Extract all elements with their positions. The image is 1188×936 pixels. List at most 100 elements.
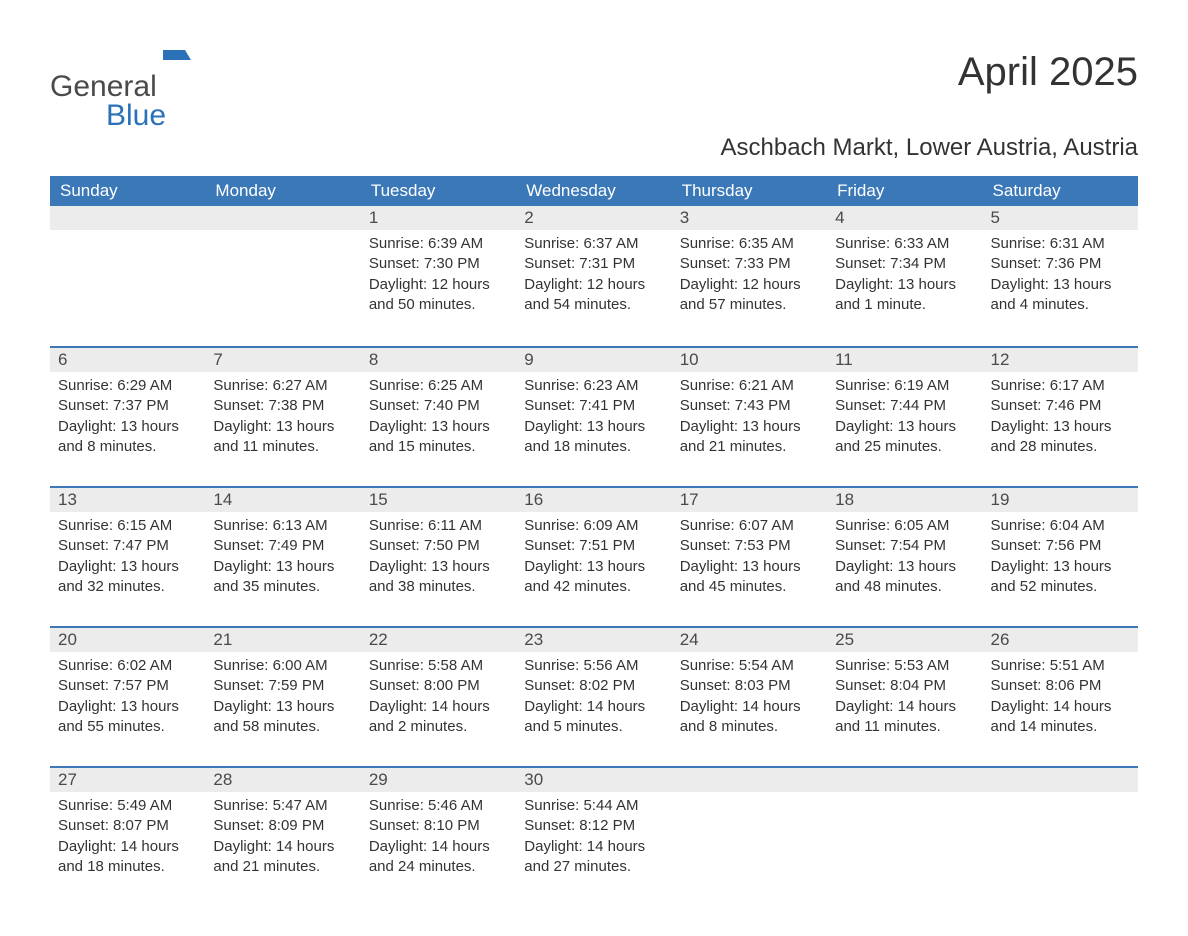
- day-number: [672, 768, 827, 792]
- day-details: [983, 792, 1138, 806]
- calendar-day: 16 Sunrise: 6:09 AMSunset: 7:51 PMDayligh…: [516, 488, 671, 626]
- sunset-line: Sunset: 7:36 PM: [991, 254, 1130, 274]
- day-details: [205, 230, 360, 244]
- sunrise-line: Sunrise: 6:35 AM: [680, 234, 819, 254]
- sunrise-line: Sunrise: 6:13 AM: [213, 516, 352, 536]
- day-details: Sunrise: 6:04 AMSunset: 7:56 PMDaylight:…: [983, 512, 1138, 607]
- day-number: [50, 206, 205, 230]
- day-details: [50, 230, 205, 244]
- week-row: 13Sunrise: 6:15 AMSunset: 7:47 PMDayligh…: [50, 486, 1138, 626]
- sunset-line: Sunset: 8:07 PM: [58, 816, 197, 836]
- sunrise-line: Sunrise: 6:25 AM: [369, 376, 508, 396]
- dow-wednesday: Wednesday: [516, 176, 671, 206]
- day-details: Sunrise: 6:05 AMSunset: 7:54 PMDaylight:…: [827, 512, 982, 607]
- day-details: Sunrise: 6:25 AMSunset: 7:40 PMDaylight:…: [361, 372, 516, 467]
- sunrise-line: Sunrise: 6:23 AM: [524, 376, 663, 396]
- header: General Blue April 2025: [50, 50, 1138, 130]
- sunset-line: Sunset: 7:30 PM: [369, 254, 508, 274]
- dow-thursday: Thursday: [672, 176, 827, 206]
- dow-saturday: Saturday: [983, 176, 1138, 206]
- calendar-day: 6Sunrise: 6:29 AMSunset: 7:37 PMDaylight…: [50, 348, 205, 486]
- calendar-day: 15Sunrise: 6:11 AMSunset: 7:50 PMDayligh…: [361, 488, 516, 626]
- daylight-line: Daylight: 13 hours and 25 minutes.: [835, 417, 974, 458]
- day-number: [205, 206, 360, 230]
- sunset-line: Sunset: 8:02 PM: [524, 676, 663, 696]
- day-number: 6: [50, 348, 205, 372]
- calendar-day: 2Sunrise: 6:37 AMSunset: 7:31 PMDaylight…: [516, 206, 671, 346]
- sunrise-line: Sunrise: 6:00 AM: [213, 656, 352, 676]
- calendar-day: 12Sunrise: 6:17 AMSunset: 7:46 PMDayligh…: [983, 348, 1138, 486]
- sunset-line: Sunset: 7:51 PM: [524, 536, 663, 556]
- day-details: [827, 792, 982, 806]
- daylight-line: Daylight: 13 hours and 28 minutes.: [991, 417, 1130, 458]
- sunrise-line: Sunrise: 5:46 AM: [369, 796, 508, 816]
- sunrise-line: Sunrise: 6:09 AM: [524, 516, 663, 536]
- day-number: 11: [827, 348, 982, 372]
- daylight-line: Daylight: 13 hours and 1 minute.: [835, 275, 974, 316]
- sunset-line: Sunset: 7:50 PM: [369, 536, 508, 556]
- daylight-line: Daylight: 13 hours and 52 minutes.: [991, 557, 1130, 598]
- sunrise-line: Sunrise: 6:27 AM: [213, 376, 352, 396]
- day-details: Sunrise: 5:49 AMSunset: 8:07 PMDaylight:…: [50, 792, 205, 887]
- sunset-line: Sunset: 7:44 PM: [835, 396, 974, 416]
- calendar-day: 30Sunrise: 5:44 AMSunset: 8:12 PMDayligh…: [516, 768, 671, 906]
- calendar-day: 1Sunrise: 6:39 AMSunset: 7:30 PMDaylight…: [361, 206, 516, 346]
- daylight-line: Daylight: 12 hours and 54 minutes.: [524, 275, 663, 316]
- sunrise-line: Sunrise: 5:51 AM: [991, 656, 1130, 676]
- day-number: 30: [516, 768, 671, 792]
- location-subtitle: Aschbach Markt, Lower Austria, Austria: [50, 134, 1138, 162]
- calendar-day: [827, 768, 982, 906]
- day-number: 18: [827, 488, 982, 512]
- day-details: Sunrise: 6:37 AMSunset: 7:31 PMDaylight:…: [516, 230, 671, 325]
- sunset-line: Sunset: 8:04 PM: [835, 676, 974, 696]
- day-number: 15: [361, 488, 516, 512]
- daylight-line: Daylight: 13 hours and 42 minutes.: [524, 557, 663, 598]
- daylight-line: Daylight: 13 hours and 18 minutes.: [524, 417, 663, 458]
- daylight-line: Daylight: 14 hours and 24 minutes.: [369, 837, 508, 878]
- day-number: [983, 768, 1138, 792]
- daylight-line: Daylight: 14 hours and 2 minutes.: [369, 697, 508, 738]
- calendar-day: 19Sunrise: 6:04 AMSunset: 7:56 PMDayligh…: [983, 488, 1138, 626]
- day-details: Sunrise: 6:31 AMSunset: 7:36 PMDaylight:…: [983, 230, 1138, 325]
- day-details: Sunrise: 6:02 AMSunset: 7:57 PMDaylight:…: [50, 652, 205, 747]
- day-number: 26: [983, 628, 1138, 652]
- sunrise-line: Sunrise: 5:49 AM: [58, 796, 197, 816]
- daylight-line: Daylight: 13 hours and 32 minutes.: [58, 557, 197, 598]
- day-number: 1: [361, 206, 516, 230]
- day-number: 29: [361, 768, 516, 792]
- day-number: 28: [205, 768, 360, 792]
- day-details: Sunrise: 6:39 AMSunset: 7:30 PMDaylight:…: [361, 230, 516, 325]
- sunrise-line: Sunrise: 5:58 AM: [369, 656, 508, 676]
- day-details: Sunrise: 6:17 AMSunset: 7:46 PMDaylight:…: [983, 372, 1138, 467]
- daylight-line: Daylight: 14 hours and 5 minutes.: [524, 697, 663, 738]
- daylight-line: Daylight: 14 hours and 8 minutes.: [680, 697, 819, 738]
- day-details: Sunrise: 6:33 AMSunset: 7:34 PMDaylight:…: [827, 230, 982, 325]
- sunset-line: Sunset: 7:49 PM: [213, 536, 352, 556]
- sunrise-line: Sunrise: 6:11 AM: [369, 516, 508, 536]
- sunrise-line: Sunrise: 5:54 AM: [680, 656, 819, 676]
- sunset-line: Sunset: 8:06 PM: [991, 676, 1130, 696]
- day-number: 14: [205, 488, 360, 512]
- sunrise-line: Sunrise: 5:56 AM: [524, 656, 663, 676]
- day-details: Sunrise: 6:11 AMSunset: 7:50 PMDaylight:…: [361, 512, 516, 607]
- sunset-line: Sunset: 8:10 PM: [369, 816, 508, 836]
- week-row: 6Sunrise: 6:29 AMSunset: 7:37 PMDaylight…: [50, 346, 1138, 486]
- day-number: 7: [205, 348, 360, 372]
- calendar-day: 4Sunrise: 6:33 AMSunset: 7:34 PMDaylight…: [827, 206, 982, 346]
- daylight-line: Daylight: 13 hours and 8 minutes.: [58, 417, 197, 458]
- day-number: 8: [361, 348, 516, 372]
- calendar-day: 8Sunrise: 6:25 AMSunset: 7:40 PMDaylight…: [361, 348, 516, 486]
- calendar-day: [672, 768, 827, 906]
- calendar-day: 13Sunrise: 6:15 AMSunset: 7:47 PMDayligh…: [50, 488, 205, 626]
- sunset-line: Sunset: 7:47 PM: [58, 536, 197, 556]
- daylight-line: Daylight: 13 hours and 58 minutes.: [213, 697, 352, 738]
- sunset-line: Sunset: 7:43 PM: [680, 396, 819, 416]
- daylight-line: Daylight: 13 hours and 21 minutes.: [680, 417, 819, 458]
- day-number: 12: [983, 348, 1138, 372]
- daylight-line: Daylight: 13 hours and 35 minutes.: [213, 557, 352, 598]
- day-number: 16: [516, 488, 671, 512]
- calendar-day: 21Sunrise: 6:00 AMSunset: 7:59 PMDayligh…: [205, 628, 360, 766]
- day-details: Sunrise: 5:51 AMSunset: 8:06 PMDaylight:…: [983, 652, 1138, 747]
- sunrise-line: Sunrise: 6:04 AM: [991, 516, 1130, 536]
- day-details: Sunrise: 5:54 AMSunset: 8:03 PMDaylight:…: [672, 652, 827, 747]
